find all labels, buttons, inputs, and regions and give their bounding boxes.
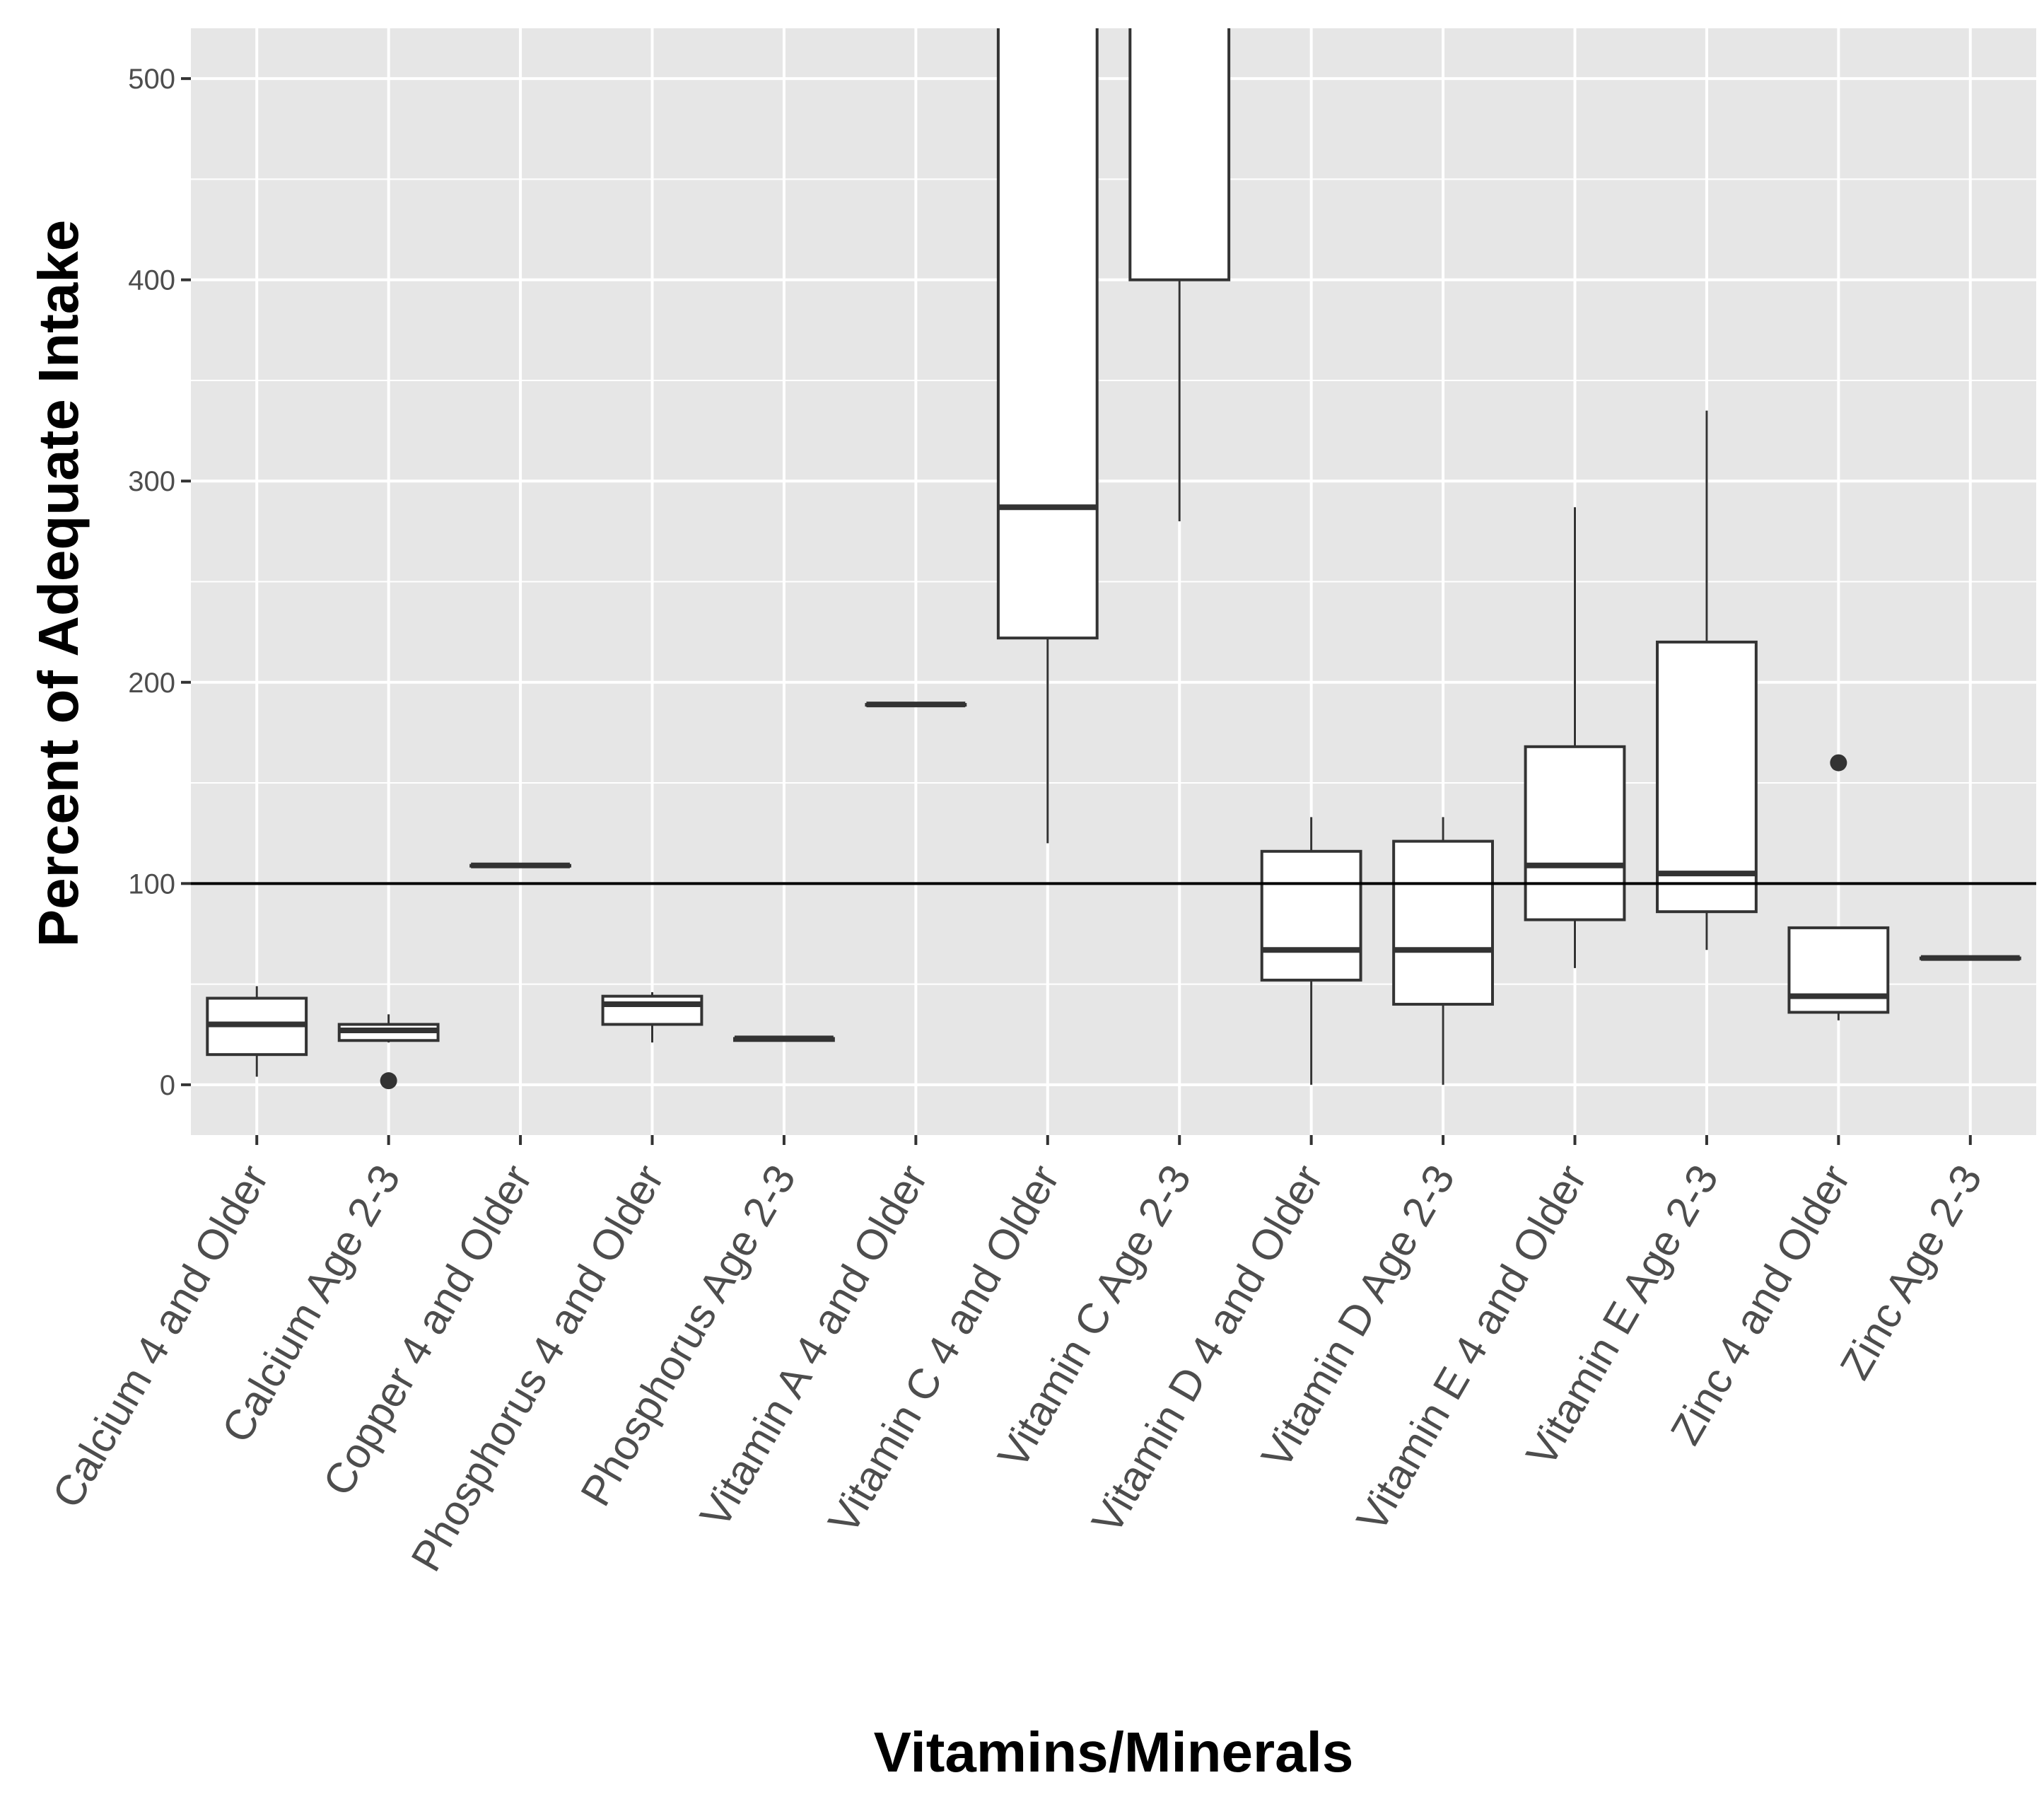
y-tick-label: 300 [128, 466, 175, 497]
box-series [206, 28, 2021, 1090]
box-9 [1260, 817, 1362, 1085]
x-tick-label: Phosphorus 4 and Older [402, 1157, 673, 1579]
outlier-point [380, 1072, 397, 1090]
y-axis-title: Percent of Adequate Intake [27, 220, 90, 947]
box-13 [1787, 754, 1890, 1020]
x-tick-label: Vitamin A 4 and Older [691, 1157, 937, 1535]
y-tick-label: 200 [128, 668, 175, 699]
box-10 [1392, 817, 1494, 1085]
box-14 [1919, 955, 2021, 961]
x-tick-label: Calcium 4 and Older [43, 1157, 277, 1516]
box-iqr [601, 994, 703, 1026]
box-8 [1128, 28, 1231, 522]
box-iqr [1787, 926, 1890, 1014]
y-tick-label: 100 [128, 868, 175, 900]
y-axis-ticks: 0 100 200 300 400 500 [128, 64, 191, 1101]
box-iqr [1128, 28, 1231, 281]
x-tick-label: Vitamin D 4 and Older [1082, 1157, 1332, 1542]
y-tick-label: 400 [128, 265, 175, 296]
box-iqr [996, 28, 1099, 640]
box-iqr [1656, 640, 1758, 914]
x-tick-label: Zinc Age 2-3 [1831, 1157, 1991, 1387]
box-1 [206, 986, 308, 1077]
outlier-point [1830, 754, 1847, 772]
box-4 [601, 991, 703, 1043]
box-11 [1524, 507, 1626, 968]
y-tick-label: 500 [128, 64, 175, 95]
box-iqr [1260, 849, 1362, 982]
x-tick-label: Vitamin C 4 and Older [819, 1157, 1068, 1542]
box-5 [733, 1035, 835, 1042]
x-axis-title: Vitamins/Minerals [874, 1721, 1354, 1784]
box-7 [996, 28, 1099, 844]
box-12 [1656, 410, 1758, 950]
box-iqr [1392, 839, 1494, 1006]
box-2 [337, 1014, 440, 1090]
box-iqr [1524, 745, 1626, 921]
y-tick-label: 0 [160, 1070, 175, 1101]
x-tick-label: Vitamin E 4 and Older [1348, 1157, 1596, 1540]
box-6 [865, 702, 967, 708]
